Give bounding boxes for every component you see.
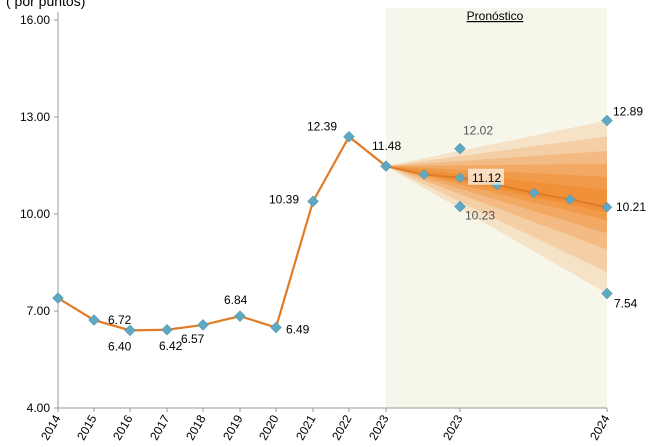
history-data-label: 6.57 (181, 332, 205, 346)
forecast-upper-label: 12.02 (463, 124, 493, 138)
y-tick-label: 4.00 (27, 401, 51, 415)
x-tick-label: 2015 (74, 412, 100, 442)
forecast-upper-point (601, 114, 613, 127)
history-data-label: 12.39 (307, 120, 337, 134)
x-tick-label: 2024 (587, 412, 613, 442)
history-data-label: 11.48 (372, 139, 401, 153)
history-data-label: 6.49 (286, 322, 310, 336)
history-point (88, 314, 100, 326)
history-point (307, 195, 319, 208)
history-point (343, 130, 355, 143)
history-point (380, 160, 392, 173)
forecast-upper-point (454, 142, 466, 155)
x-tick-label: 2017 (147, 412, 173, 442)
x-tick-label: 2022 (329, 412, 355, 442)
history-data-label: 10.39 (269, 192, 299, 206)
history-point (197, 319, 209, 331)
forecast-lower-point (601, 287, 613, 300)
forecast-lower-point (454, 200, 466, 213)
history-point (234, 310, 246, 323)
history-point (161, 323, 173, 336)
forecast-upper-label: 12.89 (613, 105, 643, 119)
forecast-label: Pronóstico (467, 9, 524, 23)
history-data-label: 6.84 (224, 293, 248, 307)
fan-band (386, 120, 607, 294)
x-tick-label: 2018 (183, 412, 209, 442)
fan-band (386, 166, 607, 221)
history-line (57, 135, 387, 332)
header-fragment: ( por puntos) (6, 0, 86, 9)
x-tick-label: 2016 (110, 412, 136, 442)
history-data-label: 6.72 (108, 313, 132, 327)
forecast-data-label: 11.12 (472, 171, 501, 185)
forecast-lower-label: 10.23 (465, 209, 495, 223)
fan-band (386, 136, 607, 273)
history-point (52, 292, 64, 304)
label-box (468, 168, 504, 185)
y-tick-label: 16.00 (20, 13, 50, 27)
x-tick-label: 2023 (366, 412, 392, 442)
forecast-point (454, 172, 466, 184)
x-tick-label: 2020 (256, 412, 282, 442)
history-point (270, 321, 282, 334)
forecast-point (564, 194, 576, 205)
forecast-lower-label: 7.54 (614, 297, 638, 311)
forecast-region (386, 8, 607, 408)
history-data-label: 6.40 (108, 339, 132, 353)
forecast-point (601, 201, 613, 213)
forecast-data-label: 10.21 (616, 200, 646, 214)
y-tick-label: 10.00 (20, 207, 50, 221)
y-tick-label: 7.00 (27, 304, 51, 318)
x-tick-label: 2023 (440, 412, 466, 442)
forecast-point (418, 169, 430, 180)
history-point (124, 324, 136, 337)
x-tick-label: 2014 (38, 412, 64, 442)
x-tick-label: 2019 (220, 412, 246, 442)
history-data-label: 6.42 (159, 339, 183, 353)
y-tick-label: 13.00 (20, 110, 50, 124)
x-tick-label: 2021 (293, 412, 319, 442)
forecast-point (528, 187, 540, 199)
fan-band (386, 163, 607, 234)
